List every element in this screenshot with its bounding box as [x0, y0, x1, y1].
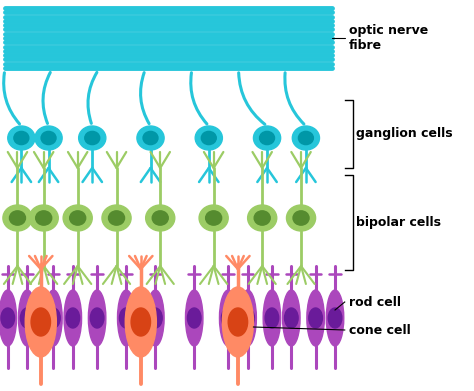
Ellipse shape: [185, 290, 203, 346]
Ellipse shape: [219, 290, 237, 346]
Ellipse shape: [199, 205, 228, 231]
Ellipse shape: [284, 308, 298, 328]
Text: cone cell: cone cell: [348, 323, 410, 337]
Text: ganglion cells: ganglion cells: [356, 127, 453, 140]
Ellipse shape: [143, 131, 158, 145]
Ellipse shape: [88, 290, 106, 346]
Ellipse shape: [64, 290, 82, 346]
Ellipse shape: [254, 126, 281, 150]
Ellipse shape: [36, 211, 52, 225]
Ellipse shape: [146, 290, 164, 346]
Ellipse shape: [25, 287, 56, 357]
Ellipse shape: [8, 126, 35, 150]
Ellipse shape: [63, 205, 92, 231]
Ellipse shape: [228, 308, 247, 336]
Ellipse shape: [41, 131, 56, 145]
Ellipse shape: [152, 211, 168, 225]
Ellipse shape: [102, 205, 131, 231]
Ellipse shape: [206, 211, 222, 225]
Ellipse shape: [299, 131, 313, 145]
Ellipse shape: [265, 308, 279, 328]
Text: optic nerve
fibre: optic nerve fibre: [348, 24, 428, 52]
Ellipse shape: [31, 308, 51, 336]
Ellipse shape: [137, 126, 164, 150]
Ellipse shape: [9, 211, 26, 225]
Ellipse shape: [70, 211, 86, 225]
Ellipse shape: [0, 290, 17, 346]
Ellipse shape: [148, 308, 162, 328]
Ellipse shape: [79, 126, 106, 150]
Ellipse shape: [125, 287, 156, 357]
Ellipse shape: [326, 290, 344, 346]
Ellipse shape: [195, 126, 222, 150]
Ellipse shape: [46, 308, 60, 328]
Text: rod cell: rod cell: [348, 296, 401, 308]
Ellipse shape: [328, 308, 342, 328]
Ellipse shape: [14, 131, 29, 145]
Text: bipolar cells: bipolar cells: [356, 216, 441, 229]
Ellipse shape: [29, 205, 58, 231]
Ellipse shape: [91, 308, 104, 328]
Ellipse shape: [247, 205, 277, 231]
Ellipse shape: [254, 211, 270, 225]
Ellipse shape: [35, 126, 62, 150]
Ellipse shape: [187, 308, 201, 328]
Ellipse shape: [286, 205, 316, 231]
Ellipse shape: [1, 308, 15, 328]
Ellipse shape: [292, 126, 319, 150]
Ellipse shape: [45, 290, 62, 346]
Ellipse shape: [3, 205, 32, 231]
Ellipse shape: [293, 211, 309, 225]
Ellipse shape: [309, 308, 322, 328]
Ellipse shape: [109, 211, 125, 225]
Ellipse shape: [260, 131, 274, 145]
Ellipse shape: [118, 290, 135, 346]
Ellipse shape: [201, 131, 216, 145]
Ellipse shape: [263, 290, 281, 346]
Ellipse shape: [131, 308, 151, 336]
Ellipse shape: [66, 308, 80, 328]
Ellipse shape: [18, 290, 36, 346]
Ellipse shape: [239, 290, 256, 346]
Ellipse shape: [241, 308, 255, 328]
Ellipse shape: [20, 308, 34, 328]
Ellipse shape: [221, 308, 235, 328]
Ellipse shape: [222, 287, 254, 357]
Ellipse shape: [119, 308, 133, 328]
Ellipse shape: [85, 131, 100, 145]
Ellipse shape: [146, 205, 175, 231]
Ellipse shape: [283, 290, 300, 346]
Ellipse shape: [307, 290, 324, 346]
